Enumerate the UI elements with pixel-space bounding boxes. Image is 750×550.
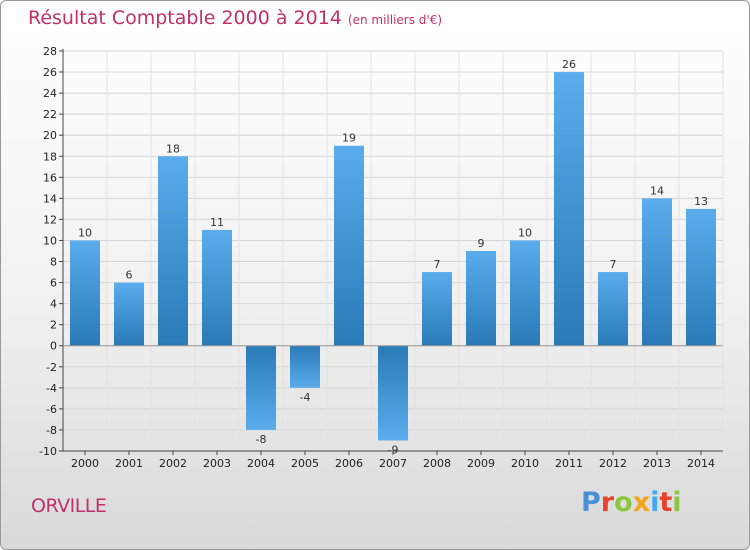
y-tick-label: 4 bbox=[50, 298, 57, 311]
bars: 10 6 18 11 -8 -4 19 -9 7 9 10 26 7 14 13 bbox=[70, 58, 716, 456]
logo-letter: i bbox=[672, 487, 682, 518]
bar bbox=[246, 345, 276, 430]
bar-value-label: -8 bbox=[256, 433, 267, 446]
y-tick-label: 16 bbox=[43, 171, 57, 184]
y-tick-label: 8 bbox=[50, 256, 57, 269]
x-tick-label: 2006 bbox=[335, 457, 363, 470]
x-tick-label: 2001 bbox=[115, 457, 143, 470]
city-name: ORVILLE bbox=[31, 495, 107, 517]
bar bbox=[598, 272, 628, 346]
y-tick-label: 0 bbox=[50, 340, 57, 353]
x-tick-label: 2008 bbox=[423, 457, 451, 470]
bar-value-label: 18 bbox=[166, 142, 180, 155]
bar bbox=[158, 156, 188, 346]
bar-value-label: 7 bbox=[434, 258, 441, 271]
y-tick-label: 12 bbox=[43, 213, 57, 226]
y-tick-label: 6 bbox=[50, 277, 57, 290]
bar bbox=[334, 145, 364, 346]
bar bbox=[642, 198, 672, 346]
chart-title: Résultat Comptable 2000 à 2014 (en millie… bbox=[28, 7, 443, 29]
bar bbox=[466, 251, 496, 346]
y-tick-label: 26 bbox=[43, 66, 57, 79]
bar-value-label: -4 bbox=[300, 391, 311, 404]
logo-letter: t bbox=[659, 487, 673, 518]
bar-value-label: 14 bbox=[650, 184, 664, 197]
bar bbox=[378, 345, 408, 441]
logo-letter: o bbox=[614, 487, 633, 518]
bar bbox=[554, 72, 584, 346]
bar-value-label: 7 bbox=[610, 258, 617, 271]
logo-letter: r bbox=[600, 487, 615, 518]
y-tick-label: 28 bbox=[43, 45, 57, 58]
y-tick-label: 18 bbox=[43, 150, 57, 163]
x-tick-label: 2000 bbox=[71, 457, 99, 470]
x-tick-label: 2014 bbox=[687, 457, 715, 470]
y-tick-label: -10 bbox=[39, 445, 57, 458]
bar bbox=[70, 240, 100, 346]
logo-letter: x bbox=[632, 487, 651, 518]
y-tick-label: 20 bbox=[43, 129, 57, 142]
y-tick-label: -2 bbox=[46, 361, 57, 374]
y-tick-label: 24 bbox=[43, 87, 57, 100]
x-tick-label: 2007 bbox=[379, 457, 407, 470]
x-tick-label: 2003 bbox=[203, 457, 231, 470]
y-tick-label: -8 bbox=[46, 424, 57, 437]
bar-value-label: 26 bbox=[562, 58, 576, 71]
x-tick-label: 2011 bbox=[555, 457, 583, 470]
x-tick-label: 2009 bbox=[467, 457, 495, 470]
y-tick-label: -6 bbox=[46, 403, 57, 416]
bar-value-label: 13 bbox=[694, 195, 708, 208]
bar bbox=[114, 282, 144, 346]
proxiti-logo: Proxiti bbox=[581, 487, 682, 518]
chart-subtitle: (en milliers d'€) bbox=[347, 13, 443, 27]
y-tick-label: 10 bbox=[43, 234, 57, 247]
y-tick-label: 14 bbox=[43, 192, 57, 205]
bar-value-label: 10 bbox=[518, 226, 532, 239]
bar bbox=[422, 272, 452, 346]
bar-value-label: 19 bbox=[342, 132, 356, 145]
bar bbox=[290, 345, 320, 388]
logo-letter: i bbox=[650, 487, 660, 518]
bar-value-label: 11 bbox=[210, 216, 224, 229]
x-tick-label: 2002 bbox=[159, 457, 187, 470]
x-tick-label: 2013 bbox=[643, 457, 671, 470]
x-tick-label: 2012 bbox=[599, 457, 627, 470]
y-tick-label: 2 bbox=[50, 319, 57, 332]
bar-value-label: -9 bbox=[388, 443, 399, 456]
bar bbox=[510, 240, 540, 346]
y-tick-label: 22 bbox=[43, 108, 57, 121]
x-tick-label: 2004 bbox=[247, 457, 275, 470]
bar-value-label: 9 bbox=[478, 237, 485, 250]
axes: -10-8-6-4-202468101214161820222426282000… bbox=[39, 45, 723, 470]
bar bbox=[202, 229, 232, 346]
x-tick-label: 2010 bbox=[511, 457, 539, 470]
x-tick-label: 2005 bbox=[291, 457, 319, 470]
bar-value-label: 10 bbox=[78, 226, 92, 239]
bar bbox=[686, 208, 716, 346]
bar-value-label: 6 bbox=[126, 269, 133, 282]
logo-letter: P bbox=[581, 487, 601, 518]
y-tick-label: -4 bbox=[46, 382, 57, 395]
